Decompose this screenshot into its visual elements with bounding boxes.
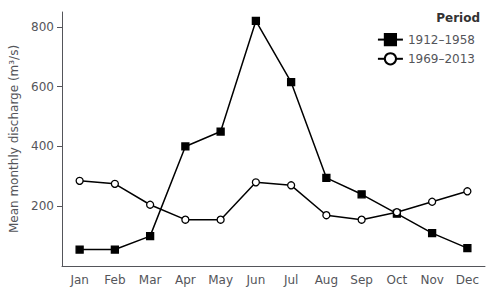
svg-text:Period: Period [436, 11, 480, 25]
svg-text:Mar: Mar [139, 273, 162, 287]
svg-text:600: 600 [31, 80, 54, 94]
svg-text:May: May [208, 273, 233, 287]
svg-text:Mean monthly discharge (m³/s): Mean monthly discharge (m³/s) [7, 45, 21, 233]
svg-text:Apr: Apr [175, 273, 196, 287]
svg-text:Dec: Dec [456, 273, 479, 287]
svg-text:Jan: Jan [69, 273, 89, 287]
svg-text:Jun: Jun [246, 273, 266, 287]
svg-text:Jul: Jul [283, 273, 298, 287]
svg-text:1969–2013: 1969–2013 [408, 52, 475, 66]
svg-text:Oct: Oct [387, 273, 408, 287]
svg-text:Sep: Sep [350, 273, 373, 287]
svg-text:800: 800 [31, 20, 54, 34]
svg-text:1912–1958: 1912–1958 [408, 33, 475, 47]
svg-text:Aug: Aug [315, 273, 338, 287]
svg-text:400: 400 [31, 139, 54, 153]
svg-text:200: 200 [31, 199, 54, 213]
svg-text:Feb: Feb [104, 273, 125, 287]
svg-text:Nov: Nov [420, 273, 443, 287]
